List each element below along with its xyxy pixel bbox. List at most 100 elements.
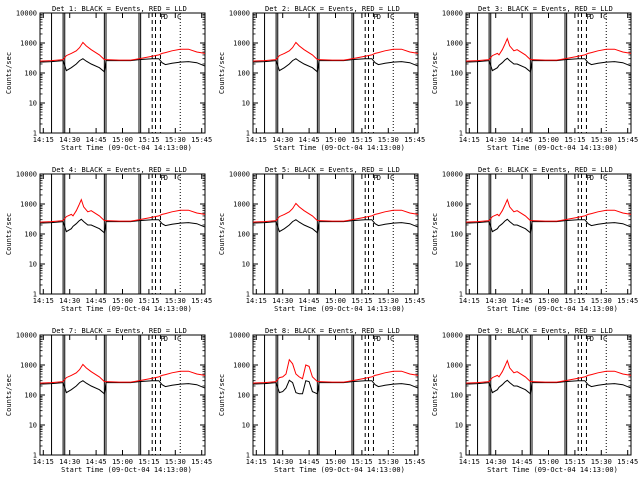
x-tick-label: 14:15 xyxy=(33,297,54,305)
y-tick-label: 1 xyxy=(33,130,37,138)
x-tick-label: 14:30 xyxy=(59,136,80,144)
y-tick-label: 1000 xyxy=(446,362,463,370)
y-tick-label: 10000 xyxy=(16,10,37,18)
x-tick-label: 14:30 xyxy=(485,297,506,305)
series-events-line xyxy=(252,219,419,234)
x-tick-label: 14:30 xyxy=(485,136,506,144)
y-tick-label: 10 xyxy=(455,422,463,430)
flare-marker-letter: P xyxy=(373,335,377,343)
x-tick-label: 15:15 xyxy=(138,136,159,144)
y-tick-label: 1000 xyxy=(233,362,250,370)
y-tick-label: 1 xyxy=(246,291,250,299)
y-axis-label: Counts/sec xyxy=(218,52,226,94)
series-events-line xyxy=(465,218,632,234)
flare-marker-letter: P xyxy=(160,13,164,21)
chart-title: Det 7: BLACK = Events, RED = LLD xyxy=(52,327,187,335)
chart-panel-det-4: Det 4: BLACK = Events, RED = LLD 1 10 100 10… xyxy=(5,166,212,313)
chart-panel-det-7: Det 7: BLACK = Events, RED = LLD 1 10 100 10… xyxy=(5,327,212,474)
y-tick-label: 1 xyxy=(459,130,463,138)
series-events-line xyxy=(39,380,206,395)
x-tick-label: 14:45 xyxy=(86,136,107,144)
y-tick-label: 1000 xyxy=(446,201,463,209)
x-tick-label: 14:45 xyxy=(299,458,320,466)
x-tick-label: 15:15 xyxy=(351,136,372,144)
x-axis-label: Start Time (09-Oct-04 14:13:00) xyxy=(61,144,192,152)
y-tick-label: 10000 xyxy=(442,171,463,179)
y-tick-label: 10 xyxy=(242,261,250,269)
flare-marker-letter: D xyxy=(377,335,381,343)
y-tick-label: 10 xyxy=(455,100,463,108)
y-tick-label: 10000 xyxy=(229,171,250,179)
y-tick-label: 1000 xyxy=(20,362,37,370)
x-axis-label: Start Time (09-Oct-04 14:13:00) xyxy=(274,305,405,313)
series-events-line xyxy=(465,57,632,73)
x-tick-label: 15:30 xyxy=(378,136,399,144)
flare-marker-letter: C xyxy=(390,174,394,182)
flare-marker-letter: D xyxy=(590,335,594,343)
series-lld-line xyxy=(465,37,632,62)
x-tick-label: 15:45 xyxy=(191,136,212,144)
y-tick-label: 100 xyxy=(450,231,463,239)
series-lld-line xyxy=(465,359,632,384)
y-tick-label: 100 xyxy=(24,231,37,239)
x-tick-label: 14:30 xyxy=(272,136,293,144)
chart-panel-det-3: Det 3: BLACK = Events, RED = LLD 1 10 100 10… xyxy=(431,5,638,152)
y-tick-label: 1000 xyxy=(20,40,37,48)
y-tick-label: 10 xyxy=(29,100,37,108)
x-tick-label: 15:15 xyxy=(564,297,585,305)
series-lld-line xyxy=(252,41,419,62)
y-axis-label: Counts/sec xyxy=(5,213,13,255)
y-tick-label: 100 xyxy=(237,231,250,239)
x-axis-label: Start Time (09-Oct-04 14:13:00) xyxy=(487,305,618,313)
x-axis-label: Start Time (09-Oct-04 14:13:00) xyxy=(274,144,405,152)
y-tick-label: 10 xyxy=(455,261,463,269)
series-events-line xyxy=(252,379,419,395)
y-axis-label: Counts/sec xyxy=(431,52,439,94)
x-tick-label: 15:00 xyxy=(112,458,133,466)
x-tick-label: 15:15 xyxy=(138,297,159,305)
y-tick-label: 100 xyxy=(450,392,463,400)
flare-marker-letter: C xyxy=(603,13,607,21)
y-axis-label: Counts/sec xyxy=(431,374,439,416)
flare-marker-letter: D xyxy=(377,174,381,182)
series-events-line xyxy=(252,58,419,73)
x-tick-label: 15:15 xyxy=(564,136,585,144)
x-tick-label: 14:15 xyxy=(33,458,54,466)
x-tick-label: 15:00 xyxy=(538,297,559,305)
y-tick-label: 10 xyxy=(242,100,250,108)
x-tick-label: 14:15 xyxy=(459,297,480,305)
y-tick-label: 100 xyxy=(24,70,37,78)
flare-marker-letter: D xyxy=(164,335,168,343)
series-events-line xyxy=(39,58,206,73)
chart-panel-det-5: Det 5: BLACK = Events, RED = LLD 1 10 100 10… xyxy=(218,166,425,313)
y-tick-label: 1 xyxy=(33,452,37,460)
flare-marker-letter: C xyxy=(603,174,607,182)
x-tick-label: 15:30 xyxy=(378,458,399,466)
y-tick-label: 1000 xyxy=(446,40,463,48)
y-axis-label: Counts/sec xyxy=(218,213,226,255)
y-axis-label: Counts/sec xyxy=(431,213,439,255)
x-tick-label: 15:30 xyxy=(591,458,612,466)
chart-panel-det-1: Det 1: BLACK = Events, RED = LLD 1 10 100 10… xyxy=(5,5,212,152)
x-tick-label: 14:15 xyxy=(33,136,54,144)
y-tick-label: 1 xyxy=(33,291,37,299)
y-tick-label: 10 xyxy=(242,422,250,430)
series-events-line xyxy=(39,218,206,234)
x-tick-label: 14:45 xyxy=(86,458,107,466)
x-tick-label: 15:00 xyxy=(112,136,133,144)
x-tick-label: 15:15 xyxy=(138,458,159,466)
x-tick-label: 14:45 xyxy=(512,136,533,144)
flare-marker-letter: P xyxy=(373,13,377,21)
x-tick-label: 14:15 xyxy=(459,136,480,144)
x-tick-label: 15:45 xyxy=(404,136,425,144)
y-tick-label: 10000 xyxy=(229,332,250,340)
flare-marker-letter: P xyxy=(373,174,377,182)
flare-marker-letter: C xyxy=(390,13,394,21)
chart-panel-det-8: Det 8: BLACK = Events, RED = LLD 1 10 100 10… xyxy=(218,327,425,474)
x-tick-label: 15:00 xyxy=(538,136,559,144)
x-tick-label: 14:45 xyxy=(86,297,107,305)
flare-marker-letter: D xyxy=(377,13,381,21)
flare-marker-letter: C xyxy=(177,13,181,21)
flare-marker-letter: D xyxy=(590,13,594,21)
